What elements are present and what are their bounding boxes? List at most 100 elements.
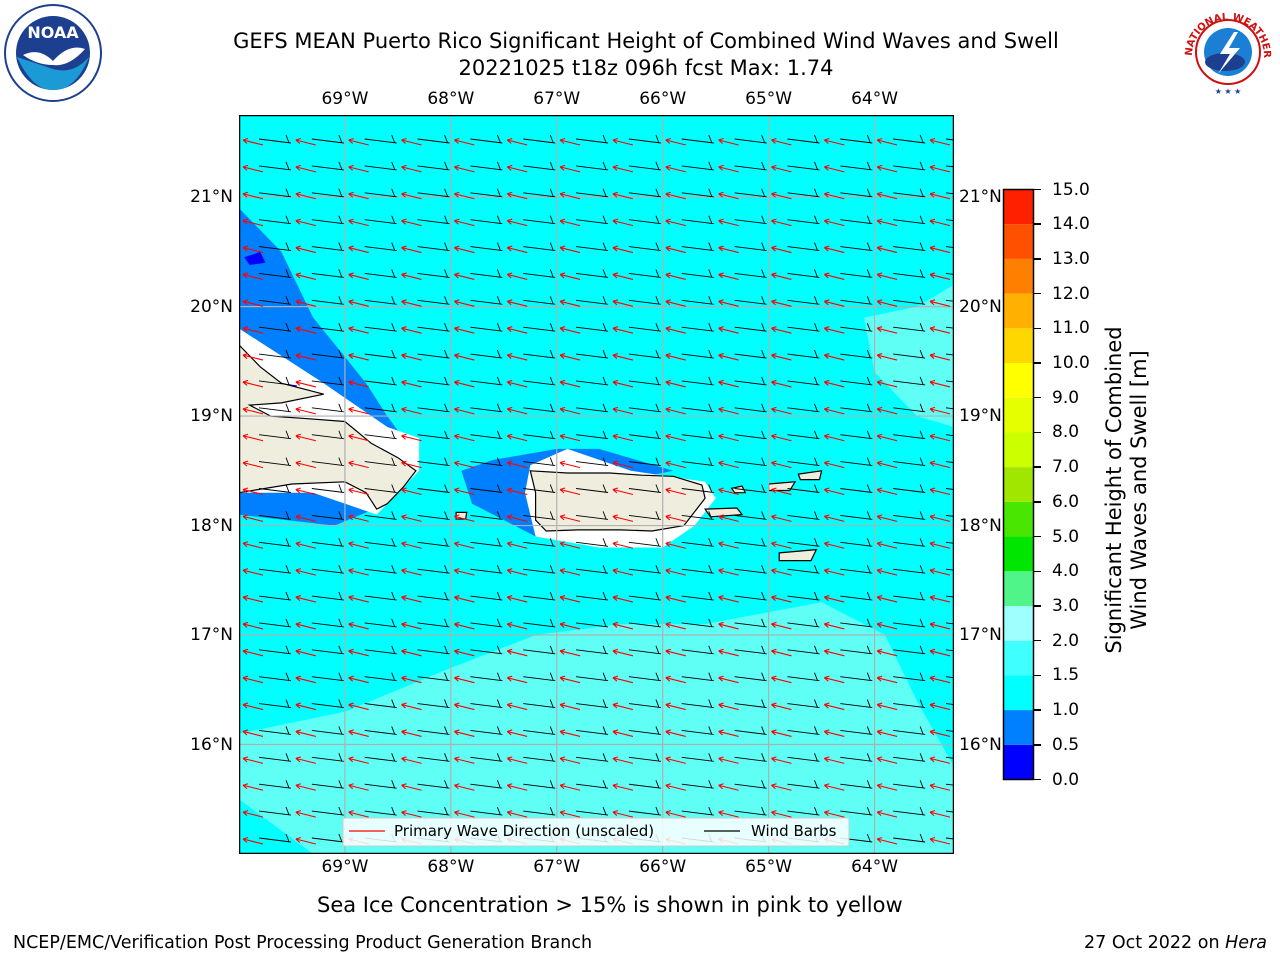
wave-arrow (242, 648, 264, 657)
wave-arrow (718, 568, 739, 576)
lon-tick-label: 67°W (533, 89, 581, 109)
wave-arrow (242, 460, 264, 469)
wind-barb (470, 591, 503, 601)
wave-arrow (876, 191, 898, 200)
wave-arrow (242, 433, 264, 442)
wind-barb (787, 242, 820, 251)
wind-barb (893, 699, 926, 709)
wind-barb (734, 430, 767, 440)
wave-arrow (876, 353, 898, 361)
wave-arrow (295, 137, 316, 146)
wind-barb (258, 376, 292, 386)
wind-barb (523, 349, 556, 359)
wind-barb (893, 403, 926, 413)
lon-tick-label: 69°W (321, 89, 369, 109)
colorbar-segment (1003, 258, 1034, 294)
wave-arrow (929, 568, 951, 576)
wind-barb (523, 215, 556, 225)
wind-barb (364, 430, 397, 440)
colorbar-label: Significant Height of Combined Wind Wave… (1072, 300, 1182, 680)
wind-barb (945, 380, 954, 383)
wind-barb (258, 188, 292, 198)
wave-arrow (348, 433, 369, 442)
wave-height-map: Primary Wave Direction (unscaled) Wind B… (239, 115, 954, 854)
wave-arrow (929, 514, 951, 522)
wave-arrow (506, 137, 528, 146)
wave-arrow (718, 810, 739, 818)
wave-arrow (823, 137, 845, 146)
wave-arrow (401, 648, 422, 657)
wind-barb (311, 457, 344, 467)
wave-arrow (823, 326, 845, 334)
wind-barb (734, 296, 767, 305)
wind-barb (734, 726, 767, 735)
wave-arrow (242, 836, 264, 845)
wind-barb (364, 806, 397, 816)
wave-arrow (242, 137, 264, 146)
lat-tick-label: 17°N (190, 625, 233, 646)
wind-barb (945, 756, 954, 759)
wave-arrow (718, 245, 739, 254)
wind-barb (258, 323, 292, 332)
wave-arrow (401, 299, 422, 307)
wave-arrow (295, 299, 316, 307)
wind-barb (364, 618, 397, 628)
wind-barb (417, 161, 450, 171)
wave-arrow (559, 460, 581, 469)
wind-barb (840, 780, 873, 789)
wave-arrow (612, 460, 634, 469)
wave-arrow (823, 675, 845, 684)
wind-barb (787, 269, 820, 278)
wave-arrow (718, 218, 739, 227)
wind-barb (681, 376, 714, 386)
wind-barb (523, 457, 556, 467)
wave-arrow (242, 379, 264, 388)
wave-arrow (876, 433, 898, 442)
wave-arrow (771, 541, 792, 549)
wave-arrow (665, 353, 686, 361)
wave-arrow (665, 702, 686, 711)
wind-barb (787, 457, 820, 467)
wind-barb (576, 403, 609, 413)
wind-barb (311, 753, 344, 762)
colorbar-tick (1034, 188, 1041, 191)
wave-arrow (823, 406, 845, 415)
wind-barb (787, 323, 820, 332)
wave-arrow (559, 702, 581, 711)
wave-arrow (295, 783, 316, 791)
wave-arrow (454, 702, 475, 711)
wave-arrow (665, 433, 686, 442)
wind-barb (258, 591, 292, 601)
wind-barb (787, 672, 820, 682)
wind-barb (945, 514, 954, 517)
wind-barb (523, 242, 556, 251)
wave-arrow (612, 514, 634, 522)
wind-barb (470, 726, 503, 735)
wind-barb (734, 591, 767, 601)
wave-arrow (929, 164, 951, 173)
wind-barb (417, 376, 450, 386)
wave-arrow (242, 702, 264, 711)
wave-arrow (929, 729, 951, 737)
wind-barb (628, 726, 661, 735)
wave-arrow (454, 487, 475, 496)
wave-arrow (771, 299, 792, 307)
wave-arrow (771, 326, 792, 334)
wave-arrow (771, 272, 792, 280)
wind-barb (364, 726, 397, 735)
wind-barb (787, 511, 820, 520)
wave-arrow (559, 729, 581, 737)
wind-barb (311, 403, 344, 413)
wave-arrow (295, 621, 316, 630)
lat-tick-label: 19°N (959, 406, 1002, 427)
wave-arrow (876, 245, 898, 254)
wave-arrow (876, 164, 898, 173)
colorbar-tick-label: 1.0 (1052, 700, 1080, 721)
wave-arrow (718, 487, 739, 496)
wave-arrow (295, 487, 316, 496)
wave-arrow (929, 353, 951, 361)
wind-barb (734, 618, 767, 628)
wave-arrow (506, 353, 528, 361)
colorbar-tick (1034, 431, 1041, 434)
wave-arrow (876, 487, 898, 496)
